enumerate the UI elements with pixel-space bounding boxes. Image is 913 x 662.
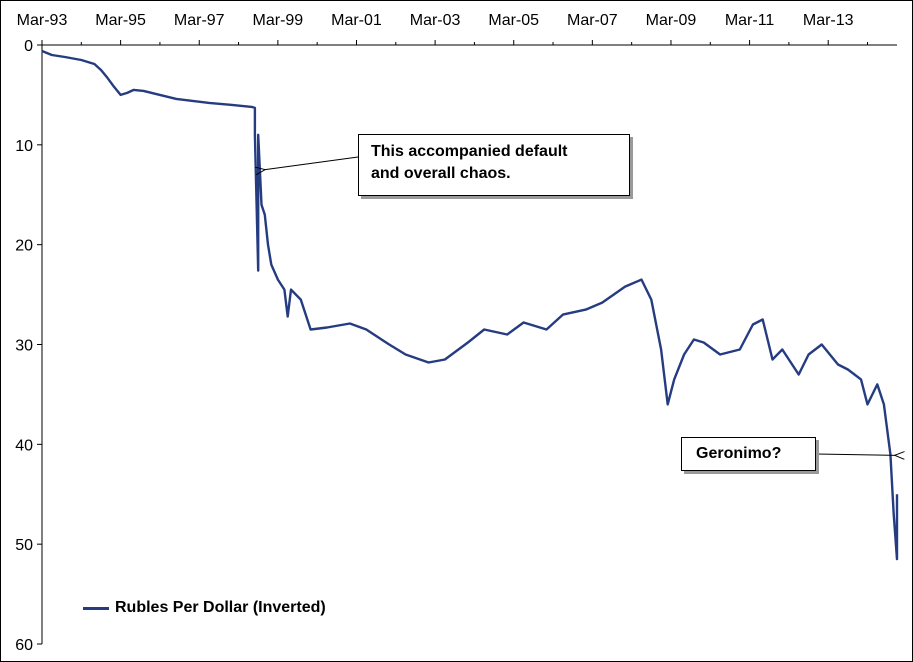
annotation-default-line2: and overall chaos. — [371, 165, 511, 182]
x-tick-label: Mar-05 — [488, 12, 539, 29]
y-tick-label: 60 — [15, 637, 33, 654]
legend: Rubles Per Dollar (Inverted) — [83, 599, 326, 617]
x-tick-label: Mar-11 — [725, 12, 775, 29]
legend-label: Rubles Per Dollar (Inverted) — [115, 599, 326, 616]
x-tick-label: Mar-95 — [95, 12, 146, 29]
y-tick-label: 0 — [24, 38, 33, 55]
annotation-default-arrow — [264, 156, 359, 170]
x-tick-label: Mar-07 — [567, 12, 618, 29]
x-tick-label: Mar-97 — [174, 12, 225, 29]
annotation-geronimo-box: Geronimo? — [681, 437, 816, 471]
arrows-layer — [264, 156, 896, 455]
annotation-default-line1: This accompanied default — [371, 143, 568, 160]
annotation-default-box: This accompanied default and overall cha… — [358, 134, 630, 196]
annotation-geronimo-text: Geronimo? — [696, 445, 782, 462]
y-tick-label: 20 — [15, 238, 33, 255]
x-tick-label: Mar-09 — [646, 12, 697, 29]
y-tick-label: 30 — [15, 338, 33, 355]
ticks-layer: 0 10 20 30 40 50 60 Mar-93 Mar-95 Mar-97 Mar-99 Mar… — [15, 12, 869, 654]
x-tick-label: Mar-93 — [17, 12, 68, 29]
y-tick-label: 40 — [15, 437, 33, 454]
legend-swatch — [83, 606, 109, 610]
series-line-rubles-per-dollar — [41, 49, 899, 561]
x-tick-label: Mar-99 — [253, 12, 304, 29]
x-tick-label: Mar-13 — [803, 12, 854, 29]
series-layer — [41, 49, 899, 561]
y-tick-label: 50 — [15, 537, 33, 554]
x-tick-label: Mar-03 — [410, 12, 461, 29]
x-tick-label: Mar-01 — [331, 12, 382, 29]
annotation-geronimo-arrow — [815, 454, 896, 455]
y-tick-label: 10 — [15, 138, 33, 155]
